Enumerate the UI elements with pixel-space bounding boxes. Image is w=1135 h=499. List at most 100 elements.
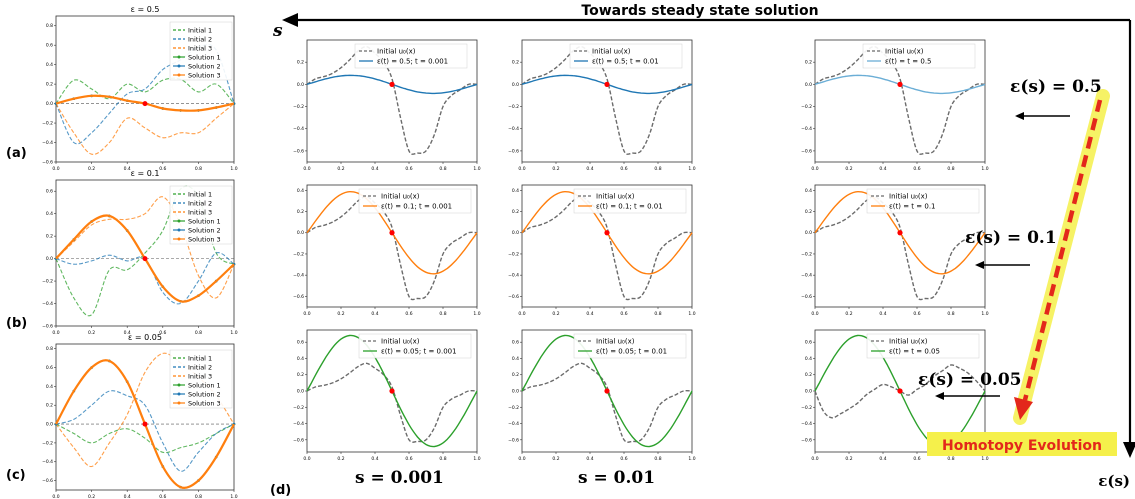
- legend-label: ε(t) = 0.05; t = 0.001: [381, 348, 457, 356]
- y-tick-label: 0.6: [512, 340, 519, 346]
- y-tick-label: −0.2: [42, 121, 53, 127]
- x-tick-label: 0.8: [195, 494, 202, 499]
- legend-box: [866, 188, 980, 214]
- legend-box: [862, 43, 976, 69]
- subplot-r3-c1: 0.0 0.2 0.4 0.6 0.8 1.0 0.6 0.4 0.2 0.0 −0.2 −0.4 −0…: [293, 329, 481, 462]
- subplot-r2-c3: 0.0 0.2 0.4 0.6 0.8 1.0 0.4 0.2 0.0 −0.2 −0.4 −0.6 I…: [801, 184, 989, 317]
- x-tick-label: 1.0: [688, 166, 695, 172]
- x-tick-label: 0.2: [845, 456, 852, 462]
- center-point: [897, 230, 903, 236]
- panel-letter: (d): [270, 483, 291, 498]
- center-point: [389, 81, 395, 87]
- initial-u0-line: [814, 45, 986, 155]
- panel-letter: (a): [6, 146, 27, 161]
- y-tick-label: −0.2: [293, 251, 304, 257]
- y-tick-label: 0.0: [805, 82, 812, 88]
- y-tick-label: 0.2: [512, 372, 519, 378]
- series-line-initial-3: [55, 196, 235, 299]
- x-tick-label: 0.2: [88, 494, 95, 499]
- panel-letter: (c): [6, 468, 26, 483]
- x-tick-label: 0.6: [405, 166, 412, 172]
- legend-marker: [177, 55, 181, 59]
- subplot-r1-c2: 0.0 0.2 0.4 0.6 0.8 1.0 0.2 0.0 −0.2 −0.4 −0.6 Init…: [508, 39, 696, 172]
- y-tick-label: 0.2: [512, 60, 519, 66]
- x-tick-label: 0.0: [811, 311, 818, 317]
- x-tick-label: 0.4: [879, 166, 886, 172]
- x-tick-label: 0.8: [947, 456, 954, 462]
- y-tick-label: −0.6: [42, 478, 53, 484]
- y-tick-label: −0.6: [293, 437, 304, 443]
- series-line-initial-3: [55, 103, 235, 155]
- x-tick-label: 0.6: [159, 494, 166, 499]
- y-tick-label: 0.0: [46, 422, 53, 428]
- center-point: [604, 230, 610, 236]
- legend-label: Solution 1: [188, 218, 221, 226]
- subplot-r2-c2: 0.0 0.2 0.4 0.6 0.8 1.0 0.4 0.2 0.0 −0.2 −0.4 −0.6 I…: [508, 184, 696, 317]
- x-tick-label: 0.2: [88, 330, 95, 336]
- y-tick-label: 0.6: [46, 189, 53, 195]
- legend-label: Initial u₀(x): [885, 48, 924, 56]
- panel-title: ε = 0.05: [128, 333, 162, 342]
- legend-label: ε(t) = 0.1; t = 0.001: [381, 203, 452, 211]
- x-tick-label: 0.2: [337, 311, 344, 317]
- legend-box: [169, 349, 233, 409]
- legend-label: Initial u₀(x): [889, 193, 928, 201]
- x-tick-label: 0.4: [586, 456, 593, 462]
- panel-c: ε = 0.05 0.0 0.2 0.4 0.6 0.8 1.0 −0.6 −0.4 −0.2 0.…: [6, 333, 238, 499]
- center-point: [604, 81, 610, 87]
- legend-label: Initial 1: [188, 355, 212, 363]
- y-tick-label: −0.4: [801, 273, 812, 279]
- y-tick-label: 0.0: [46, 101, 53, 107]
- subplot-r1-c1: 0.0 0.2 0.4 0.6 0.8 1.0 0.2 0.0 −0.2 −0.4 −0.6 Init…: [293, 39, 481, 172]
- y-tick-label: 0.0: [512, 82, 519, 88]
- x-tick-label: 0.6: [159, 166, 166, 172]
- x-tick-label: 0.0: [811, 166, 818, 172]
- x-tick-label: 0.0: [303, 311, 310, 317]
- y-tick-label: 0.0: [297, 82, 304, 88]
- x-tick-label: 0.0: [518, 311, 525, 317]
- x-tick-label: 0.2: [845, 311, 852, 317]
- row-eps-label: ε(s) = 0.1: [965, 228, 1057, 248]
- x-tick-label: 0.6: [405, 311, 412, 317]
- y-tick-label: 0.8: [46, 346, 53, 352]
- y-tick-label: 0.2: [805, 60, 812, 66]
- x-tick-label: 0.8: [947, 311, 954, 317]
- x-tick-label: 0.4: [124, 330, 131, 336]
- legend-marker: [177, 73, 181, 77]
- y-tick-label: −0.4: [801, 126, 812, 132]
- y-tick-label: −0.6: [42, 324, 53, 330]
- y-tick-label: 0.0: [512, 389, 519, 395]
- legend-label: Initial 3: [188, 373, 212, 381]
- x-tick-label: 0.6: [913, 311, 920, 317]
- legend-box: [569, 43, 683, 69]
- x-tick-label: 0.8: [947, 166, 954, 172]
- row-eps-label: ε(s) = 0.05: [918, 370, 1021, 390]
- y-tick-label: −0.4: [42, 140, 53, 146]
- legend-label: Initial 2: [188, 36, 212, 44]
- legend-label: ε(t) = t = 0.05: [889, 348, 940, 356]
- initial-u0-line: [521, 195, 693, 301]
- legend-box: [169, 21, 233, 81]
- y-tick-label: −0.6: [508, 437, 519, 443]
- x-tick-label: 0.2: [552, 166, 559, 172]
- legend-label: Solution 3: [188, 236, 221, 244]
- y-tick-label: 0.0: [512, 230, 519, 236]
- col-s-label: s = 0.001: [355, 468, 444, 488]
- x-tick-label: 0.6: [913, 166, 920, 172]
- y-tick-label: 0.8: [46, 23, 53, 29]
- x-tick-label: 0.2: [552, 311, 559, 317]
- panel-b: ε = 0.1 0.0 0.2 0.4 0.6 0.8 1.0 −0.6 −0.4 −0.2 0.0…: [6, 169, 238, 336]
- y-tick-label: −0.4: [801, 421, 812, 427]
- y-tick-label: −0.2: [508, 104, 519, 110]
- x-tick-label: 0.0: [518, 456, 525, 462]
- homotopy-dashed-arrow: [1022, 99, 1103, 401]
- legend-marker: [177, 401, 181, 405]
- legend-label: ε(t) = 0.5; t = 0.001: [377, 58, 448, 66]
- y-tick-label: −0.6: [508, 294, 519, 300]
- y-tick-label: −0.6: [508, 148, 519, 154]
- y-tick-label: 0.4: [46, 384, 53, 390]
- x-tick-label: 0.2: [337, 456, 344, 462]
- y-tick-label: −0.6: [801, 294, 812, 300]
- y-tick-label: 0.2: [46, 82, 53, 88]
